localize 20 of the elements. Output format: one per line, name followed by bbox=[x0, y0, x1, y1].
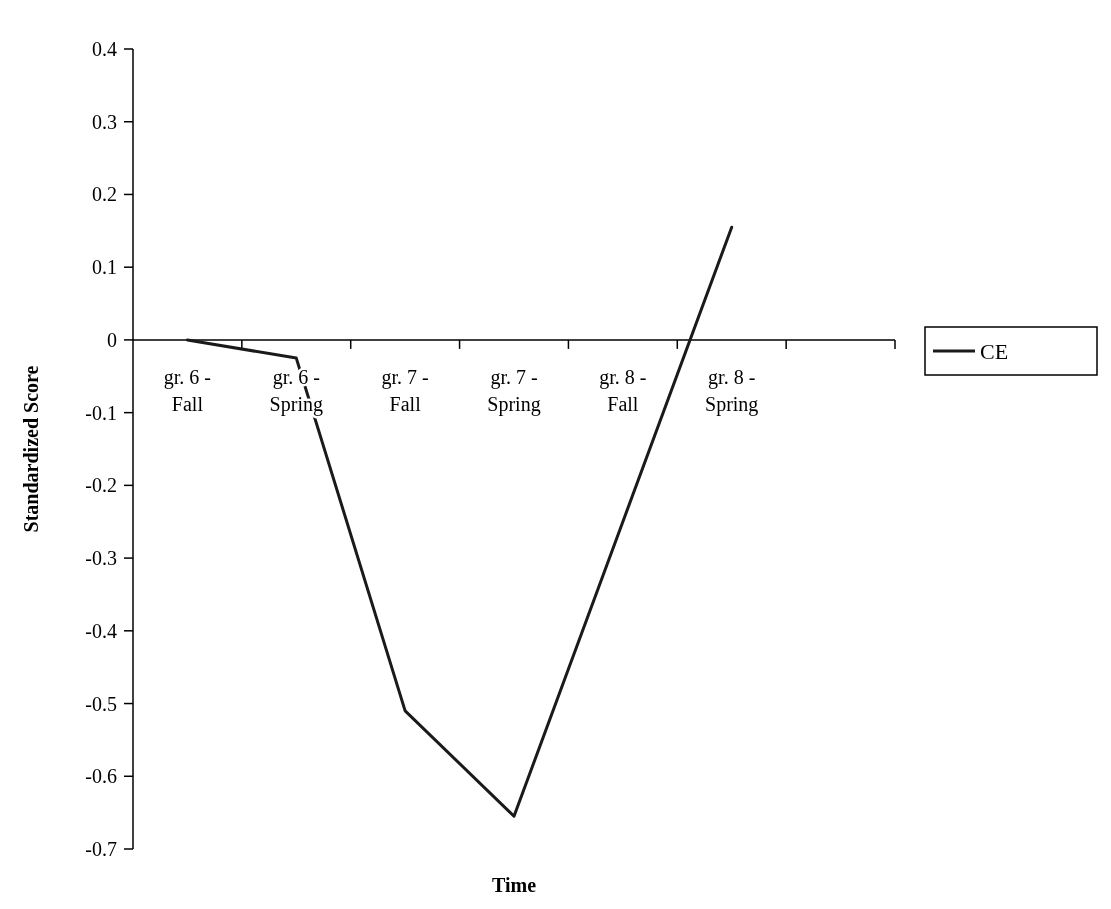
x-tick-label: gr. 8 - Fall bbox=[599, 365, 647, 415]
x-tick-label: gr. 6 - Fall bbox=[163, 365, 212, 415]
y-tick-label: -0.6 bbox=[85, 765, 117, 788]
y-tick-label: -0.3 bbox=[85, 547, 117, 570]
y-tick-label: 0.3 bbox=[92, 110, 117, 133]
y-tick-label: -0.2 bbox=[85, 474, 117, 497]
x-tick-label: gr. 7 - Spring bbox=[487, 365, 541, 416]
y-tick-label: -0.7 bbox=[85, 838, 117, 860]
x-axis-title: Time bbox=[491, 874, 537, 896]
y-tick-label: -0.1 bbox=[85, 401, 117, 424]
x-tick-label: gr. 8 - Spring bbox=[705, 365, 759, 416]
x-tick-label: gr. 7 - Fall bbox=[381, 365, 429, 415]
y-tick-label: 0.2 bbox=[92, 183, 117, 206]
y-axis-title: Standardized Score bbox=[20, 365, 42, 533]
y-tick-label: -0.4 bbox=[85, 619, 117, 642]
legend-label: CE bbox=[980, 338, 1009, 364]
y-tick-label: 0 bbox=[107, 328, 117, 351]
y-tick-label: 0.4 bbox=[92, 38, 117, 60]
y-tick-label: -0.5 bbox=[85, 692, 117, 715]
y-tick-label: 0.1 bbox=[92, 256, 117, 279]
